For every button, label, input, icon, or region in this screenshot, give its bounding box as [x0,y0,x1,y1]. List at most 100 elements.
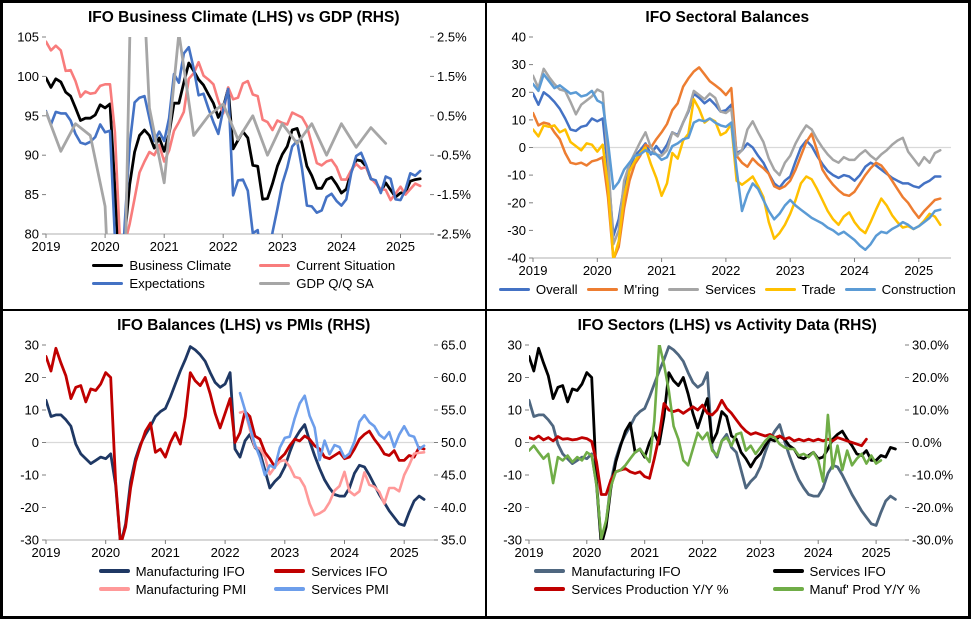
svg-text:-30.0%: -30.0% [912,532,954,547]
svg-text:40.0: 40.0 [441,500,466,515]
legend-swatch [498,287,530,292]
svg-text:0.5%: 0.5% [437,108,467,123]
svg-text:2019: 2019 [515,545,544,560]
svg-text:0.0%: 0.0% [912,435,942,450]
svg-text:2023: 2023 [776,263,805,278]
svg-text:2020: 2020 [573,545,602,560]
svg-text:45.0: 45.0 [441,467,466,482]
legend-label: Manuf' Prod Y/Y % [809,581,921,597]
svg-text:2025: 2025 [389,545,418,560]
legend-swatch [274,569,306,573]
svg-text:-20: -20 [20,500,39,515]
legend-item: Business Climate [92,258,231,273]
legend-swatch [586,287,618,292]
panel-ifo-business-climate-vs-gdp: IFO Business Climate (LHS) vs GDP (RHS) … [2,2,486,310]
legend-swatch [274,587,306,591]
ifo-business-climate-vs-gdp-chart-canvas: 2019 2020 2021 2022 2023 2024 2025 105 100 95 90 85… [17,30,471,255]
legend-item: Manufacturing IFO [98,564,247,579]
legend-swatch [98,587,130,591]
legend-item: Current Situation [259,258,395,273]
svg-text:-10: -10 [507,168,526,183]
svg-text:2021: 2021 [149,239,178,254]
legend: Overall M'ring Services Trade Construction [498,282,956,297]
legend-item: Manufacturing IFO [534,564,728,579]
legend-swatch [772,569,804,573]
svg-text:-30: -30 [503,532,522,547]
svg-text:2019: 2019 [31,239,60,254]
svg-text:20: 20 [24,370,38,385]
svg-text:2025: 2025 [386,239,415,254]
legend-label: Manufacturing IFO [571,563,681,579]
svg-text:30: 30 [508,337,522,352]
svg-text:-40: -40 [507,251,526,266]
svg-text:2022: 2022 [712,263,741,278]
svg-text:10: 10 [508,402,522,417]
svg-text:2023: 2023 [270,545,299,560]
svg-text:50.0: 50.0 [441,435,466,450]
legend-swatch [772,587,804,591]
svg-text:-20: -20 [507,195,526,210]
svg-text:2019: 2019 [519,263,548,278]
ifo-sectors-vs-activity-data-chart-canvas: 2019 2020 2021 2022 2023 2024 2025 30 20 10 0 -10 -2… [503,337,954,560]
svg-text:-30: -30 [20,532,39,547]
svg-text:2025: 2025 [862,545,891,560]
legend: Business Climate Current Situation Expecta… [92,258,395,291]
chart-title: IFO Balances (LHS) vs PMIs (RHS) [117,316,371,334]
svg-text:-2.5%: -2.5% [437,227,471,242]
svg-text:2023: 2023 [268,239,297,254]
svg-text:-10.0%: -10.0% [912,467,954,482]
svg-text:2022: 2022 [208,239,237,254]
legend-label: Expectations [129,276,205,291]
legend-swatch [92,281,124,286]
legend-label: Services Production Y/Y % [571,581,729,597]
svg-text:-10: -10 [20,467,39,482]
legend-swatch [98,569,130,573]
legend-label: Construction [881,282,956,297]
legend-item: GDP Q/Q SA [259,276,395,291]
svg-text:-1.5%: -1.5% [437,187,471,202]
legend-label: Services IFO [809,563,886,579]
svg-text:2023: 2023 [746,545,775,560]
chart-title: IFO Business Climate (LHS) vs GDP (RHS) [88,9,400,26]
legend-item: Manufacturing PMI [98,582,246,597]
legend-swatch [259,263,291,268]
ifo-sectoral-balances-chart-canvas: 2019 2020 2021 2022 2023 2024 2025 40 30 20 10 0 -10… [507,30,952,278]
svg-text:30: 30 [24,337,38,352]
panel-ifo-balances-vs-pmis: IFO Balances (LHS) vs PMIs (RHS) 2019 202… [2,309,486,617]
svg-text:2022: 2022 [688,545,717,560]
svg-text:2020: 2020 [90,239,119,254]
svg-text:2024: 2024 [327,239,356,254]
svg-text:2021: 2021 [151,545,180,560]
legend-item: Services IFO [274,564,389,579]
svg-text:2019: 2019 [31,545,60,560]
svg-text:2020: 2020 [583,263,612,278]
legend-item: Services Production Y/Y % [534,581,729,597]
legend-label: Overall [535,282,578,297]
ifo-balances-vs-pmis-chart-canvas: 2019 2020 2021 2022 2023 2024 2025 30 20 10 0 -10 -2… [20,337,466,560]
svg-text:2022: 2022 [210,545,239,560]
svg-text:2024: 2024 [330,545,359,560]
svg-text:-20.0%: -20.0% [912,500,954,515]
legend-item: Services [668,282,756,297]
svg-text:10: 10 [512,112,526,127]
svg-text:20.0%: 20.0% [912,370,949,385]
svg-text:85: 85 [24,187,38,202]
svg-text:-10: -10 [503,467,522,482]
legend-label: Business Climate [129,258,232,273]
svg-text:2021: 2021 [630,545,659,560]
legend: Manufacturing IFO Services IFO Services Pr… [534,564,920,597]
legend-swatch [844,287,876,292]
svg-text:90: 90 [24,148,38,163]
legend-swatch [668,287,700,292]
legend-swatch [534,569,566,573]
svg-text:30.0%: 30.0% [912,337,949,352]
legend-item: Overall [498,282,578,297]
svg-text:-20: -20 [503,500,522,515]
svg-text:2.5%: 2.5% [437,30,467,45]
legend-item: Manuf' Prod Y/Y % [772,581,921,597]
legend-item: Services PMI [274,582,389,597]
svg-text:2025: 2025 [905,263,934,278]
legend-item: M'ring [586,282,659,297]
chart-title: IFO Sectoral Balances [645,9,810,26]
